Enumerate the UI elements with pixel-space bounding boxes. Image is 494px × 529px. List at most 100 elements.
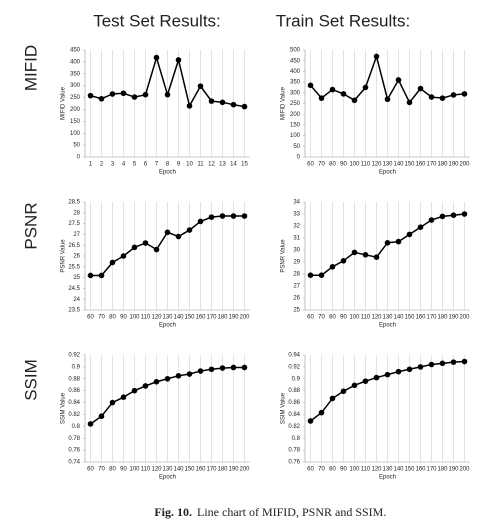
x-tick-label: 190 [228,467,239,473]
y-tick-label: 27.5 [68,221,80,227]
data-point [153,54,160,61]
y-tick-label: 25 [73,275,80,281]
y-axis-label: SSIM Value [281,392,287,424]
data-point [219,213,226,219]
x-axis-label: Epoch [379,323,396,329]
data-point [230,101,237,108]
y-tick-label: 350 [70,71,81,77]
x-tick-label: 140 [393,162,404,168]
x-tick-label: 15 [241,162,248,168]
y-tick-label: 0.82 [68,412,80,418]
y-tick-label: 25 [293,308,300,314]
y-tick-label: 0.86 [68,388,80,394]
data-point [318,272,325,279]
y-tick-label: 24 [73,297,80,303]
y-tick-label: 50 [293,144,300,150]
data-point [87,92,94,99]
y-tick-label: 26.5 [68,243,80,249]
data-point [461,358,468,365]
y-tick-label: 0.82 [288,424,300,430]
x-tick-label: 180 [217,315,228,321]
data-point [186,371,193,377]
data-point [340,91,347,97]
y-tick-label: 27 [293,284,300,290]
x-axis-label: Epoch [379,170,396,176]
data-point [109,91,116,97]
data-point [362,84,369,91]
x-tick-label: 60 [307,162,314,168]
data-point [186,227,193,233]
x-tick-label: 180 [217,467,228,473]
data-point [142,91,149,98]
x-tick-label: 170 [426,162,437,168]
data-point [329,395,336,402]
x-tick-label: 200 [239,315,250,321]
x-tick-label: 80 [329,467,336,473]
data-point [329,264,336,270]
data-point [384,371,391,378]
y-tick-label: 150 [70,119,81,125]
x-tick-label: 140 [173,315,184,321]
y-tick-label: 300 [290,90,301,96]
data-point [417,224,424,230]
y-tick-label: 0.74 [68,460,80,466]
x-tick-label: 180 [437,162,448,168]
y-tick-label: 300 [70,83,81,89]
x-tick-label: 120 [151,467,162,473]
data-point [219,365,226,371]
data-point [175,373,182,379]
x-tick-label: 100 [129,315,140,321]
data-point [131,387,138,394]
y-tick-label: 450 [290,58,301,64]
x-tick-label: 200 [239,467,250,473]
x-tick-label: 100 [349,162,360,168]
y-tick-label: 0.94 [288,353,300,359]
data-point [439,213,446,220]
x-tick-label: 90 [340,315,347,321]
y-tick-label: 0.86 [288,400,300,406]
x-tick-label: 160 [415,315,426,321]
data-point [362,252,369,258]
y-tick-label: 50 [73,143,80,149]
column-title: Train Set Results: [276,11,410,30]
x-tick-label: 60 [307,315,314,321]
x-tick-label: 170 [206,467,217,473]
data-point [461,91,468,97]
x-tick-label: 10 [186,162,193,168]
x-tick-label: 80 [109,315,116,321]
x-tick-label: 190 [448,467,459,473]
y-tick-label: 150 [290,122,301,128]
y-tick-label: 0.8 [292,436,301,442]
y-tick-label: 0.9 [72,364,81,370]
data-point [241,213,248,219]
y-tick-label: 27 [73,232,80,238]
y-tick-label: 400 [290,69,301,75]
x-tick-label: 2 [100,162,104,168]
x-tick-label: 1 [89,162,93,168]
x-tick-label: 160 [195,467,206,473]
x-tick-label: 170 [426,467,437,473]
x-tick-label: 130 [382,467,393,473]
y-tick-label: 28 [293,272,300,278]
y-tick-label: 0.92 [68,353,80,359]
data-point [142,240,149,246]
y-tick-label: 250 [70,95,81,101]
x-tick-label: 180 [437,467,448,473]
data-point [461,211,468,217]
data-point [208,214,215,220]
data-point [395,238,402,245]
x-tick-label: 110 [141,467,151,473]
x-axis-label: Epoch [379,475,396,481]
y-tick-label: 0.9 [292,376,301,382]
y-tick-label: 0.8 [72,424,81,430]
x-axis-label: Epoch [159,475,176,481]
x-tick-label: 90 [340,467,347,473]
data-point [450,212,457,218]
y-axis-label: PSNR Value [281,239,287,273]
x-tick-label: 12 [208,162,215,168]
x-tick-label: 100 [349,467,360,473]
y-tick-label: 0.84 [68,400,80,406]
x-tick-label: 120 [371,467,382,473]
y-tick-label: 450 [70,48,81,54]
data-point [120,90,127,97]
